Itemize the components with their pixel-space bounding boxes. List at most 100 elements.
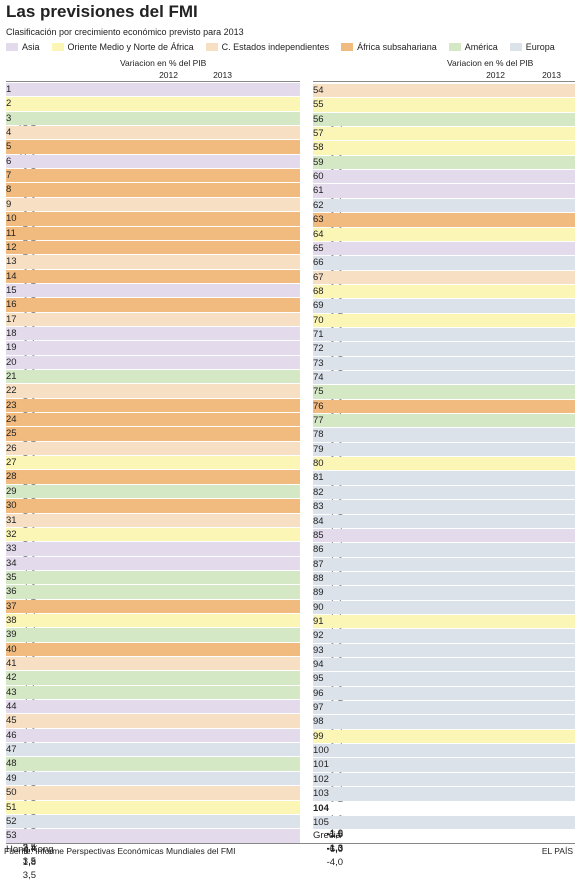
rank: 51 [6,801,17,813]
rank: 73 [313,357,324,369]
country: Hong Kong [6,843,54,855]
table-row: 104España-1,5-1,3 [313,801,575,854]
legend-label: Europa [525,42,555,52]
table-row: 27Marruecos2,95,5 [6,456,300,508]
rank: 66 [313,257,324,269]
rank: 83 [313,501,324,513]
table-row: 66Eslovaquia2,62,8 [313,256,575,308]
table-row: 85Japón2,21,2 [313,528,575,581]
table-row: 28República del Congo4,95,3 [6,470,300,523]
legend-swatch [448,43,461,51]
rank: 15 [6,284,17,296]
table-row: 93Hungría-1,00,8 [313,643,575,696]
legend-swatch [51,43,64,51]
table-row: 55Argelia2,63,4 [313,98,575,151]
rank: 3 [6,112,12,124]
table-row: 102Chipre-2,3-1,0 [313,772,575,825]
rank: 29 [6,485,17,497]
table-row: 96Francia0,10,4 [313,686,575,739]
brand: EL PAÍS [541,846,573,856]
table-row: 3Paraguay-1,511,0 [6,111,300,164]
rank: 94 [313,659,324,670]
rank: 28 [6,471,17,483]
rank: 54 [313,85,324,96]
rank: 75 [313,386,324,398]
table-row: 76Gabón6,12,0 [313,399,575,452]
table-row: 80Kuwait6,31,9 [313,457,575,509]
table-row: 10Costa de Marfil8,17,0 [6,212,300,264]
table-row: 12Nigeria7,16,7 [6,240,300,293]
rank: 20 [6,356,17,368]
table-row: 86Dinamarca0,51,2 [313,543,575,595]
column-header: 2013 [542,70,561,80]
table-row: 14Etiopía7,06,5 [6,269,300,322]
table-row: 36Colombia4,34,4 [6,585,300,637]
column-caption: Variacion en % del PIB [120,58,207,68]
value-2013: 3,5 [22,870,36,882]
table-row: 45Rusia3,73,8 [6,714,300,767]
value-2012: -6,0 [326,843,343,855]
table-row: 38Arabia Saudí6,04,2 [6,613,300,666]
legend-item: Oriente Medio y Norte de África [51,42,194,52]
rank: 49 [6,772,17,784]
rank: 84 [313,515,324,527]
rank: 69 [313,300,324,312]
rank: 80 [313,458,324,470]
table-row: 8Ghana8,27,8 [6,183,300,236]
value-2013: 3,5 [22,841,36,853]
rank: 103 [313,788,329,800]
rule [6,843,575,844]
table-row: 82Suiza0,81,4 [313,485,575,538]
table-row: 17Tayikistán6,86,0 [6,312,300,365]
rank: 98 [313,716,324,728]
table-row: 7Rep. Dem del Congo7,18,2 [6,169,300,221]
rank: 44 [6,701,17,713]
rank: 27 [6,457,17,469]
rank: 30 [6,500,17,512]
table-row: 70Líbano2,02,5 [313,313,575,366]
table-row: 73Suecia1,22,2 [313,356,575,409]
rank: 45 [6,715,17,727]
column-header: 2013 [213,70,232,80]
rank: 61 [313,185,324,197]
table-row: 81Bulgaria1,01,5 [313,471,575,524]
table-row: 84Finlandia0,21,3 [313,514,575,567]
rank: 6 [6,155,12,167]
table-row: 53 Hong Kong 1,8 3,5 [6,829,300,881]
rank: 36 [6,586,17,598]
rank: 12 [6,241,17,253]
page: Las previsiones del FMI Clasificación po… [4,2,575,882]
rank: 88 [313,572,324,584]
table-row: 98Bélgica0,00,3 [313,715,575,768]
rank: 52 [6,815,17,827]
rank: 71 [313,328,324,340]
table-row: 2Iraq10,214,7 [6,97,300,150]
rank: 32 [6,528,17,540]
rank: 57 [313,128,324,140]
table-row: 60Nueva Zelanda2,23,1 [313,170,575,222]
table-row: 47Letonia4,53,5 [6,743,300,795]
rank: 67 [313,271,324,283]
table-row: 88Reino Unido-0,41,1 [313,571,575,624]
table-row: 24Kenia5,15,6 [6,413,300,465]
table-row: 77Canadá1,92,0 [313,414,575,466]
column-header: 2012 [486,70,505,80]
rank: 2 [6,98,12,110]
rank: 48 [6,758,17,770]
rank: 31 [6,514,17,526]
legend-swatch [341,43,354,51]
table-row: 19India4,96,0 [6,341,300,394]
rank: 90 [313,601,324,613]
table-row: 56Venezuela5,73,3 [313,112,575,165]
value-2013: -4,0 [326,857,343,869]
rank: 62 [313,199,324,211]
table-row: 23Uganda4,25,7 [6,398,300,451]
legend-item: Asia [6,42,40,52]
table-row: 46Corea del Sur2,73,6 [6,728,300,781]
rank: 17 [6,313,17,325]
rank: 1 [6,84,12,95]
table-row: 57Túnez2,73,3 [313,127,575,179]
rank: 97 [313,702,324,714]
country: Grecia [313,830,341,842]
rank: 105 [313,816,329,828]
